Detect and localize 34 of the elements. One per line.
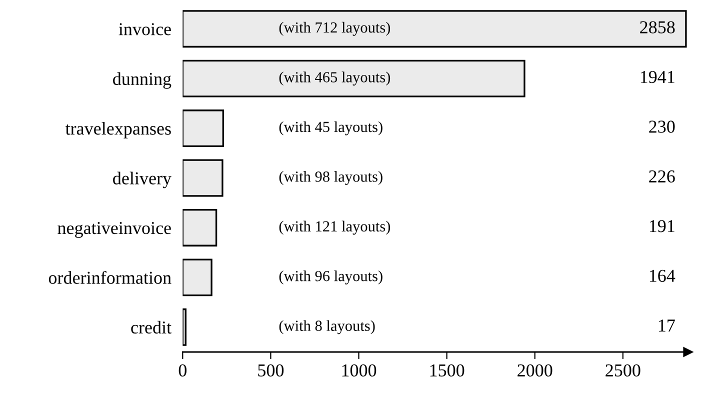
y-tick-label: orderinformation <box>48 270 172 284</box>
annotation: (with 465 layouts) <box>279 72 390 86</box>
data-label: 191 <box>650 220 674 232</box>
bar <box>182 10 687 48</box>
data-label: 17 <box>658 320 675 332</box>
data-label: 164 <box>650 270 676 282</box>
x-tick-label: 1500 <box>430 364 464 377</box>
x-tick-label: 0 <box>178 364 186 377</box>
bar <box>182 208 218 246</box>
data-label: 226 <box>649 170 675 183</box>
bar <box>182 258 212 296</box>
data-label: 1941 <box>640 70 674 84</box>
bar <box>182 110 224 148</box>
y-tick-label: negativeinvoice <box>58 222 171 238</box>
annotation: (with 98 layouts) <box>279 171 382 185</box>
x-tick-label: 2000 <box>518 364 552 377</box>
y-tick-label: invoice <box>118 23 171 36</box>
x-tick-label: 2500 <box>606 364 640 377</box>
bar <box>182 308 186 346</box>
y-tick-label: dunning <box>113 72 172 89</box>
y-tick-label: credit <box>131 320 172 334</box>
bar <box>182 60 526 98</box>
data-label: 2858 <box>640 21 675 34</box>
annotation: (with 121 layouts) <box>279 220 390 235</box>
annotation: (with 96 layouts) <box>279 270 382 284</box>
annotation: (with 8 layouts) <box>279 320 375 334</box>
annotation: (with 45 layouts) <box>279 121 382 136</box>
y-tick-label: travelexpanses <box>65 122 171 138</box>
bar <box>182 159 224 197</box>
x-tick-label: 500 <box>258 364 284 377</box>
data-label: 230 <box>649 120 675 133</box>
x-tick-label: 1000 <box>342 364 376 377</box>
annotation: (with 712 layouts) <box>279 22 390 36</box>
y-tick-label: delivery <box>113 172 172 188</box>
